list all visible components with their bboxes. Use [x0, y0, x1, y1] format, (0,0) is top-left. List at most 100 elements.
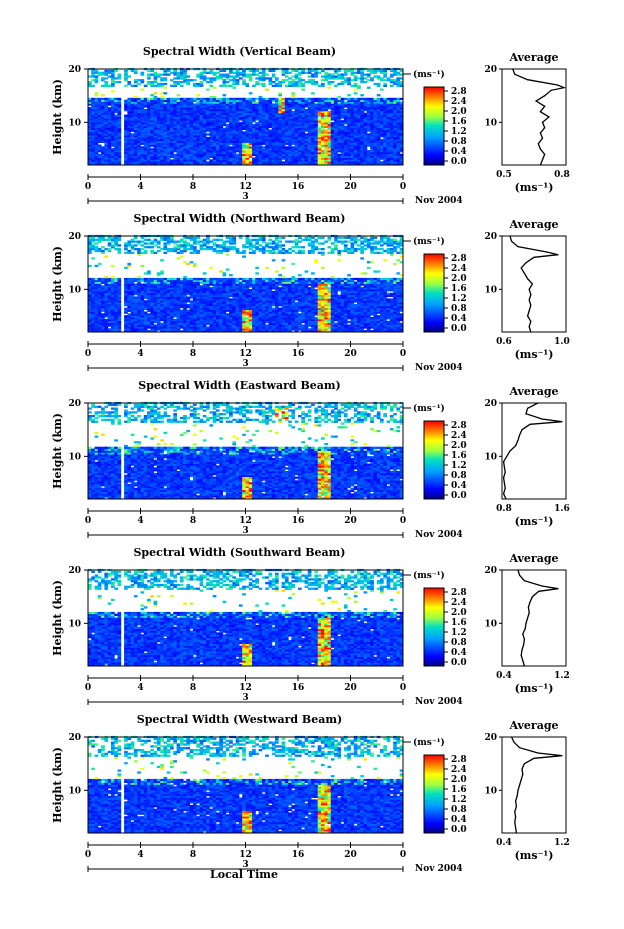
heatmap-cell: [127, 82, 132, 86]
heatmap-cell: [284, 146, 289, 149]
heatmap-cell: [252, 103, 256, 106]
heatmap-cell: [133, 112, 138, 115]
heatmap-cell: [166, 161, 171, 164]
heatmap-cell: [202, 155, 207, 158]
heatmap-cell: [212, 153, 217, 157]
heatmap-cell: [199, 114, 204, 117]
heatmap-cell: [189, 103, 194, 106]
heatmap-cell: [160, 163, 164, 166]
heatmap-cell: [268, 99, 273, 102]
heatmap-cell: [124, 251, 128, 254]
heatmap-cell: [97, 148, 102, 151]
heatmap-cell: [199, 81, 204, 84]
heatmap-cell: [94, 246, 99, 249]
heatmap-cell: [209, 137, 214, 140]
heatmap-cell: [389, 69, 394, 73]
heatmap-cell: [183, 71, 187, 74]
heatmap-cell: [107, 248, 112, 251]
heatmap-cell: [140, 120, 145, 123]
heatmap-cell: [268, 114, 273, 117]
heatmap-cell: [278, 163, 282, 166]
heatmap-cell: [212, 151, 217, 155]
heatmap-cell: [238, 153, 243, 157]
heatmap-cell: [173, 131, 177, 134]
heatmap-cell: [229, 125, 233, 129]
heatmap-cell: [245, 122, 250, 125]
heatmap-cell: [127, 103, 132, 106]
heatmap-cell: [133, 79, 138, 82]
heatmap-cell: [212, 135, 217, 138]
heatmap-cell: [275, 82, 279, 86]
heatmap-cell: [150, 163, 154, 166]
heatmap-cell: [133, 153, 138, 157]
heatmap-cell: [330, 122, 335, 125]
heatmap-cell: [255, 150, 259, 153]
heatmap-cell: [196, 155, 200, 158]
heatmap-cell: [186, 79, 191, 82]
heatmap-cell: [156, 122, 161, 125]
heatmap-cell: [117, 140, 122, 143]
heatmap-cell: [137, 248, 141, 251]
heatmap-cell: [258, 95, 263, 99]
heatmap-cell: [173, 112, 177, 115]
heatmap-cell: [156, 157, 161, 160]
heatmap-cell: [179, 138, 184, 142]
heatmap-cell: [252, 110, 256, 114]
heatmap-cell: [202, 125, 207, 129]
heatmap-cell: [170, 161, 174, 164]
heatmap-cell: [94, 129, 99, 132]
heatmap-cell: [88, 153, 92, 157]
heatmap-cell: [193, 79, 197, 82]
heatmap-cell: [268, 110, 273, 114]
heatmap-cell: [147, 277, 151, 281]
heatmap-cell: [176, 107, 181, 110]
heatmap-cell: [130, 135, 135, 138]
heatmap-cell: [163, 77, 168, 80]
heatmap-cell: [255, 148, 259, 151]
heatmap-cell: [199, 144, 204, 147]
heatmap-cell: [127, 99, 132, 102]
heatmap-cell: [202, 120, 207, 123]
heatmap-cell: [170, 163, 174, 166]
heatmap-cell: [163, 116, 168, 119]
heatmap-cell: [183, 114, 187, 117]
heatmap-cell: [127, 146, 132, 149]
avg-point: [512, 68, 514, 70]
heatmap-cell: [176, 105, 181, 108]
heatmap-cell: [124, 71, 128, 74]
heatmap-cell: [176, 120, 181, 123]
heatmap-cell: [209, 123, 214, 127]
heatmap-cell: [235, 81, 240, 84]
heatmap-cell: [255, 118, 259, 121]
heatmap-cell: [212, 103, 217, 106]
heatmap-cell: [91, 107, 95, 110]
heatmap-cell: [137, 118, 141, 121]
heatmap-cell: [176, 163, 181, 166]
heatmap-cell: [219, 125, 223, 129]
heatmap-cell: [137, 133, 141, 136]
heatmap-cell: [107, 146, 112, 149]
heatmap-cell: [216, 105, 220, 108]
heatmap-cell: [229, 140, 233, 143]
heatmap-cell: [261, 97, 266, 101]
heatmap-cell: [235, 112, 240, 115]
heatmap-cell: [107, 84, 112, 87]
heatmap-cell: [137, 140, 141, 143]
x-tick-label: 20: [344, 182, 357, 192]
heatmap-cell: [268, 125, 273, 129]
heatmap-cell: [140, 101, 145, 104]
heatmap-cell: [130, 238, 135, 241]
heatmap-cell: [370, 69, 374, 73]
heatmap-cell: [278, 161, 282, 164]
heatmap-cell: [124, 153, 128, 157]
heatmap-cell: [216, 161, 220, 164]
heatmap-cell: [156, 133, 161, 136]
heatmap-cell: [301, 97, 305, 101]
heatmap-cell: [229, 114, 233, 117]
heatmap-cell: [130, 109, 135, 112]
heatmap-cell: [343, 77, 348, 80]
heatmap-cell: [170, 138, 174, 142]
heatmap-cell: [258, 79, 263, 82]
heatmap-cell: [222, 79, 227, 82]
heatmap-cell: [140, 148, 145, 151]
